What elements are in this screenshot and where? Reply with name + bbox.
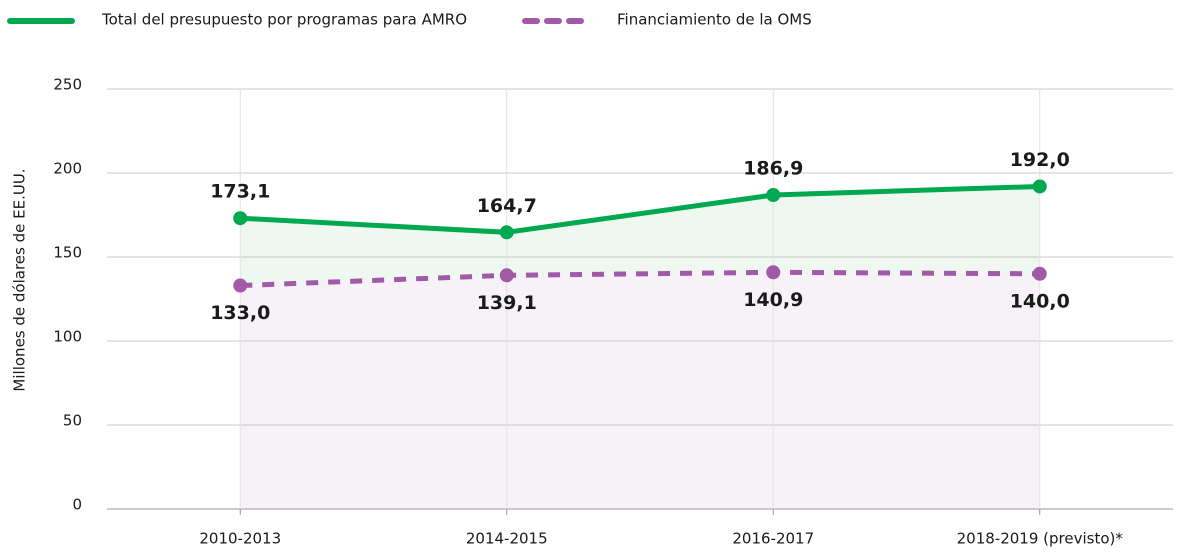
legend-label: Financiamiento de la OMS [617, 11, 812, 29]
data-label: 173,1 [210, 181, 270, 203]
y-tick-label: 200 [53, 160, 82, 178]
data-label: 140,9 [743, 289, 803, 311]
data-point [233, 278, 248, 293]
x-tick-label: 2016-2017 [732, 530, 814, 548]
data-label: 186,9 [743, 158, 803, 180]
data-label: 133,0 [210, 302, 270, 324]
y-tick-label: 100 [53, 328, 82, 346]
x-tick-label: 2010-2013 [199, 530, 281, 548]
data-point [499, 225, 514, 240]
data-point [233, 211, 248, 226]
data-point [499, 268, 514, 283]
y-axis-label: Millones de dólares de EE.UU. [11, 168, 29, 391]
y-tick-label: 250 [53, 76, 82, 94]
data-label: 140,0 [1010, 290, 1070, 312]
area-fill [240, 272, 1040, 509]
y-tick-label: 150 [53, 244, 82, 262]
x-tick-label: 2018-2019 (previsto)* [957, 530, 1124, 548]
area-fill [240, 186, 1040, 286]
series-line [240, 183, 1040, 235]
y-tick-label: 0 [72, 496, 82, 514]
data-point [766, 188, 781, 203]
data-label: 192,0 [1010, 149, 1070, 171]
data-label: 164,7 [477, 195, 537, 217]
legend-label: Total del presupuesto por programas para… [101, 11, 467, 29]
data-point [1032, 266, 1047, 281]
y-tick-label: 50 [63, 412, 82, 430]
x-tick-label: 2014-2015 [466, 530, 548, 548]
data-point [766, 265, 781, 280]
series-line [240, 269, 1040, 289]
data-point [1032, 179, 1047, 194]
data-label: 139,1 [477, 292, 537, 314]
